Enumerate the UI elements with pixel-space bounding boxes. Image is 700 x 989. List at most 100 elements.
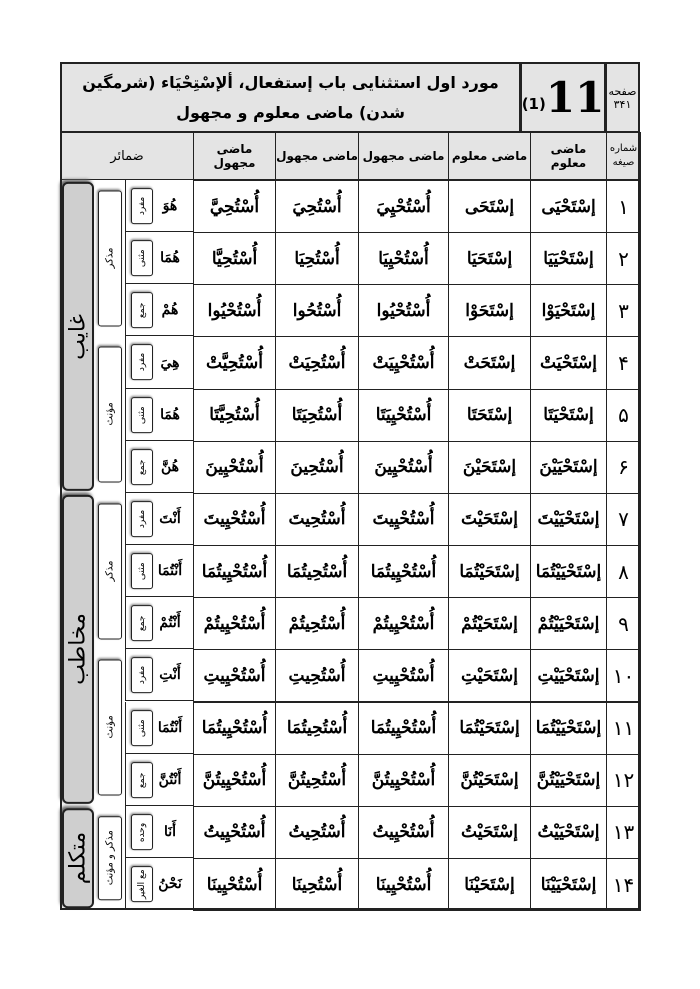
- verb-form: أُسْتُحِينَ: [275, 440, 359, 494]
- row-number: ۵: [606, 388, 641, 442]
- pronoun-frame: [125, 857, 194, 911]
- pronoun: أَنْتُمَا: [157, 719, 183, 736]
- verb-form: أُسْتُحْيِيتُمَا: [358, 545, 449, 599]
- person-label: متکلم: [62, 807, 94, 909]
- verb-form: أُسْتُحْيِيتِ: [358, 649, 449, 703]
- column-header: ضمائر: [60, 132, 194, 180]
- gender-label: مذکر: [98, 190, 122, 327]
- lesson-number: 11: [545, 73, 605, 122]
- verb-form: أُسْتُحْيِينَ: [358, 440, 449, 494]
- verb-form: إسْتَحْيَيْتُ: [530, 805, 607, 859]
- verb-form: أُسْتُحْيِيتُ: [193, 805, 276, 859]
- pronoun-frame: [125, 701, 194, 754]
- person-label: غایب: [62, 182, 94, 491]
- verb-form: أُسْتُحْيِيتُ: [358, 805, 449, 859]
- title: مورد اول استثنایی باب إستفعال، ألإسْتِحْ…: [60, 62, 521, 133]
- pronoun-frame: [125, 492, 194, 546]
- row-number: ۱۳: [606, 805, 641, 859]
- verb-form: أُسْتُحْيِيتُنَّ: [358, 753, 449, 807]
- pronoun: هِيَ: [160, 354, 180, 371]
- column-header: شماره صيغه: [606, 132, 641, 180]
- pronoun: أَنْتُنَّ: [158, 771, 182, 788]
- column-header: ماضى مجهول: [275, 132, 359, 180]
- column-header: ماضى مجهول: [193, 132, 276, 180]
- pronoun-frame: [125, 232, 194, 285]
- person-label: مخاطب: [62, 494, 94, 804]
- pronoun: هُمَا: [160, 250, 180, 267]
- verb-form: إسْتَحَى: [448, 180, 531, 234]
- verb-form: إسْتَحْيَيَا: [530, 232, 607, 286]
- verb-form: أُسْتُحُوا: [275, 284, 359, 338]
- row-number: ۸: [606, 545, 641, 599]
- column-header: ماضى معلوم: [448, 132, 531, 180]
- verb-form: إسْتَحْيَتْ: [530, 336, 607, 390]
- sub-number: (1): [521, 94, 546, 113]
- verb-form: إسْتَحْيَوْا: [530, 284, 607, 338]
- verb-form: أُسْتُحْيِيتَ: [358, 492, 449, 547]
- verb-form: أُسْتُحِيتُ: [275, 805, 359, 859]
- verb-form: أُسْتُحْيِيَتَا: [358, 388, 449, 442]
- verb-form: أُسْتُحِيَّتْ: [193, 336, 276, 390]
- verb-form: أُسْتُحِيتُمْ: [275, 597, 359, 651]
- verb-form: إسْتَحْيَيْتُمْ: [530, 597, 607, 651]
- verb-form: إسْتَحَيْتُمَا: [448, 545, 531, 599]
- verb-form: إسْتَحْيَتَا: [530, 388, 607, 442]
- verb-form: أُسْتُحْيِيَ: [358, 180, 449, 234]
- verb-form: إسْتَحْيَيْتِ: [530, 649, 607, 703]
- verb-form: إسْتَحْيَيْتَ: [530, 492, 607, 547]
- pronoun: نَحْنُ: [158, 876, 182, 892]
- verb-form: أُسْتُحْيِينَ: [193, 440, 276, 494]
- column-header: ماضى مجهول: [358, 132, 449, 180]
- verb-form: إسْتَحَيْتُمَا: [448, 701, 531, 755]
- verb-form: إسْتَحَوْا: [448, 284, 531, 338]
- pronoun-frame: [125, 336, 194, 389]
- pronoun: أَنْتُمَا: [157, 563, 183, 580]
- verb-form: أُسْتُحِيتِ: [275, 649, 359, 703]
- verb-form: أُسْتُحِيتُمَا: [275, 545, 359, 599]
- verb-form: أُسْتُحْيِينَا: [193, 857, 276, 912]
- verb-form: إسْتَحْيَيْتُمَا: [530, 545, 607, 599]
- verb-form: أُسْتُحْيِيَتْ: [358, 336, 449, 390]
- verb-form: أُسْتُحِيَّ: [193, 180, 276, 234]
- row-number: ۱۰: [606, 649, 641, 703]
- verb-form: إسْتَحْيَيْتُنَّ: [530, 753, 607, 807]
- verb-form: أُسْتُحِيَتْ: [275, 336, 359, 390]
- verb-form: أُسْتُحْيِيتُمْ: [358, 597, 449, 651]
- verb-form: أُسْتُحْيِيتُمَا: [358, 701, 449, 755]
- verb-form: أُسْتُحِيَ: [275, 180, 359, 234]
- row-number: ۶: [606, 440, 641, 494]
- verb-form: أُسْتُحْيِيتُمْ: [193, 597, 276, 651]
- verb-form: إسْتَحَيْتُنَّ: [448, 753, 531, 807]
- pronoun: هُمَا: [160, 406, 180, 423]
- verb-form: أُسْتُحْيِيتُنَّ: [193, 753, 276, 807]
- verb-form: أُسْتُحْيُوا: [193, 284, 276, 338]
- verb-form: أُسْتُحِينَا: [275, 857, 359, 912]
- verb-form: إسْتَحَيْتُمْ: [448, 597, 531, 651]
- verb-form: أُسْتُحْيِينَا: [358, 857, 449, 912]
- pronoun: أَنْتَ: [159, 510, 181, 527]
- verb-form: أُسْتُحْيِيتُمَا: [193, 701, 276, 755]
- pronoun-frame: [125, 649, 194, 702]
- pronoun: هُنَّ: [160, 458, 180, 475]
- verb-form: إسْتَحْيَيْنَ: [530, 440, 607, 494]
- verb-form: أُسْتُحِيتَ: [275, 492, 359, 547]
- verb-form: إسْتَحْيَيْنَا: [530, 857, 607, 912]
- pronoun-frame: [125, 180, 194, 233]
- row-number: ۳: [606, 284, 641, 338]
- gender-label: مؤنث: [98, 659, 122, 796]
- row-number: ۱۱: [606, 701, 641, 755]
- verb-form: أُسْتُحِيَتَا: [275, 388, 359, 442]
- verb-form: أُسْتُحِيتُنَّ: [275, 753, 359, 807]
- pronoun-frame: [125, 388, 194, 441]
- verb-form: إسْتَحْيَيْتُمَا: [530, 701, 607, 755]
- verb-form: إسْتَحَيْتَ: [448, 492, 531, 547]
- page-number: ۳۴۱: [613, 97, 632, 111]
- row-number: ۱۴: [606, 857, 641, 912]
- pronoun-frame: [125, 753, 194, 806]
- pronoun: أَنَا: [163, 823, 177, 840]
- verb-form: إسْتَحْيَى: [530, 180, 607, 234]
- page-cell: صفحه ۳۴۱: [605, 62, 640, 133]
- gender-label: مذکر و مؤنث: [98, 815, 122, 901]
- verb-form: إسْتَحَيْتِ: [448, 649, 531, 703]
